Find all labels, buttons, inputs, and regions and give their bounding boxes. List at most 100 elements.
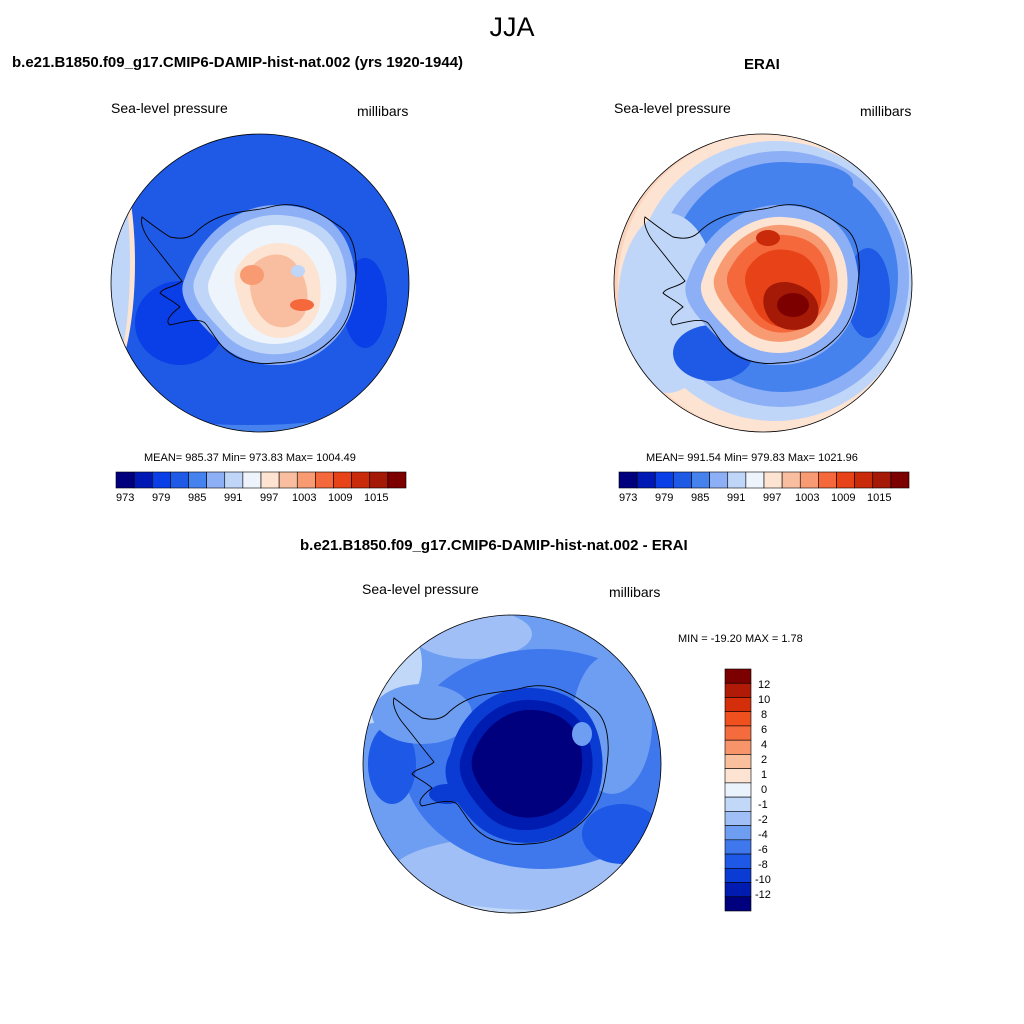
panel-2-colorbar-tick: 991 [727,492,746,504]
panel-1-stats: MEAN= 985.37 Min= 973.83 Max= 1004.49 [144,452,356,464]
colorbar-swatch [151,471,171,489]
panel-2-map [613,133,913,433]
panel-1-colorbar-tick: 1009 [328,492,353,504]
panel-2-colorbar-swatches [618,471,910,489]
panel-3-colorbar [724,668,752,912]
colorbar-swatch [724,896,752,912]
colorbar-swatch [260,471,280,489]
panel-1-colorbar [115,471,407,489]
panel-1-colorbar-tick: 1003 [292,492,317,504]
panel-2-variable-label: Sea-level pressure [614,100,731,116]
colorbar-swatch [872,471,892,489]
colorbar-swatch [636,471,656,489]
panel-2-colorbar-tick: 1009 [831,492,856,504]
colorbar-swatch [278,471,298,489]
colorbar-swatch [890,471,910,489]
panel-3-colorbar-tick: 1 [761,769,768,781]
panel-1-colorbar-tick: 985 [188,492,207,504]
colorbar-swatch [763,471,783,489]
panel-1-colorbar-tick: 997 [260,492,279,504]
colorbar-swatch [351,471,371,489]
panel-3-title: b.e21.B1850.f09_g17.CMIP6-DAMIP-hist-nat… [300,537,688,554]
panel-3-colorbar-tick: 2 [761,754,768,766]
panel-1-colorbar-tick: 973 [116,492,135,504]
panel-1-units-label: millibars [357,103,409,119]
panel-1-variable-label: Sea-level pressure [111,100,228,116]
panel-3-colorbar-tick: 8 [761,709,768,721]
panel-3-colorbar-labels: 12 10 8 6 4 2 1 0 -1 -2 -4 -6 -8 -10 -12 [755,673,797,913]
panel-2-colorbar [618,471,910,489]
panel-3-units-label: millibars [609,584,661,600]
panel-3-variable-label: Sea-level pressure [362,581,479,597]
colorbar-swatch [724,839,752,855]
colorbar-swatch [836,471,855,489]
panel-2-stats: MEAN= 991.54 Min= 979.83 Max= 1021.96 [646,452,858,464]
colorbar-swatch [745,471,765,489]
panel-3-colorbar-tick: 10 [758,694,771,706]
panel-3-colorbar-tick: 6 [761,724,768,736]
colorbar-swatch [618,471,638,489]
colorbar-swatch [242,471,262,489]
colorbar-swatch [727,471,747,489]
colorbar-swatch [224,471,244,489]
panel-3-colorbar-tick: -12 [755,889,771,901]
panel-2-colorbar-labels: 973 979 985 991 997 1003 1009 1015 [619,492,909,508]
panel-3-colorbar-tick: 12 [758,679,771,691]
panel-2-colorbar-tick: 1015 [867,492,892,504]
panel-3-colorbar-tick: -4 [758,829,768,841]
colorbar-swatch [206,471,226,489]
colorbar-swatch [188,471,207,489]
colorbar-swatch [315,471,334,489]
panel-2-title: ERAI [744,56,780,73]
panel-2-colorbar-tick: 1003 [795,492,820,504]
colorbar-swatch [724,711,752,727]
colorbar-swatch [724,867,752,883]
panel-3-colorbar-swatches [724,668,752,912]
panel-2-colorbar-tick: 973 [619,492,638,504]
colorbar-swatch [709,471,729,489]
colorbar-swatch [854,471,874,489]
colorbar-swatch [724,853,752,869]
colorbar-swatch [369,471,389,489]
colorbar-swatch [115,471,135,489]
colorbar-swatch [818,471,837,489]
colorbar-swatch [333,471,352,489]
colorbar-swatch [724,882,752,898]
panel-3-colorbar-tick: -8 [758,859,768,871]
panel-1-colorbar-swatches [115,471,407,489]
colorbar-swatch [724,725,752,741]
panel-3-stats: MIN = -19.20 MAX = 1.78 [678,633,803,645]
colorbar-swatch [133,471,153,489]
panel-1-map [110,133,410,433]
colorbar-swatch [724,682,752,698]
panel-3-colorbar-tick: -6 [758,844,768,856]
colorbar-swatch [724,796,752,812]
figure-title: JJA [489,12,535,42]
colorbar-swatch [724,697,752,713]
panel-1-colorbar-labels: 973 979 985 991 997 1003 1009 1015 [116,492,406,508]
colorbar-swatch [799,471,819,489]
panel-1-colorbar-tick: 979 [152,492,171,504]
colorbar-swatch [724,739,752,755]
panel-3-colorbar-tick: 0 [761,784,768,796]
panel-3-map [362,614,662,914]
panel-2-units-label: millibars [860,103,912,119]
colorbar-swatch [387,471,407,489]
colorbar-swatch [724,668,752,684]
colorbar-swatch [724,754,752,769]
colorbar-swatch [724,825,752,841]
colorbar-swatch [781,471,801,489]
panel-1-colorbar-tick: 991 [224,492,243,504]
panel-1-colorbar-tick: 1015 [364,492,389,504]
colorbar-swatch [673,471,692,489]
panel-3-colorbar-tick: -10 [755,874,771,886]
colorbar-swatch [724,782,752,798]
colorbar-swatch [296,471,316,489]
panel-3-colorbar-tick: 4 [761,739,768,751]
colorbar-swatch [724,768,752,784]
panel-2-colorbar-tick: 997 [763,492,782,504]
panel-2-colorbar-tick: 979 [655,492,674,504]
panel-1-title: b.e21.B1850.f09_g17.CMIP6-DAMIP-hist-nat… [12,54,464,71]
colorbar-swatch [654,471,674,489]
panel-3-colorbar-tick: -1 [758,799,768,811]
